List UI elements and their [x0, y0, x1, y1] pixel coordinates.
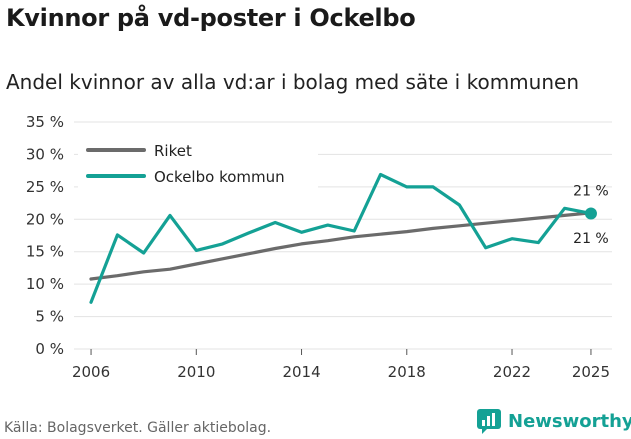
y-tick-label: 5 % [35, 308, 64, 326]
x-tick-label: 2022 [493, 363, 531, 381]
x-tick-label: 2014 [282, 363, 320, 381]
source-note: Källa: Bolagsverket. Gäller aktiebolag. [4, 420, 272, 436]
legend-label-riket: Riket [154, 142, 192, 160]
legend-label-ockelbo: Ockelbo kommun [154, 168, 285, 186]
x-tick-label: 2006 [72, 363, 110, 381]
y-tick-label: 25 % [26, 178, 64, 196]
x-axis-ticks: 2006 2010 2014 2018 2022 2025 [72, 349, 610, 381]
series-line-ockelbo [89, 172, 593, 304]
newsworthy-logo-icon [477, 409, 501, 434]
brand-logo: Newsworthy [476, 408, 631, 434]
y-tick-label: 10 % [26, 275, 64, 293]
x-tick-label: 2025 [572, 363, 610, 381]
endpoint-ockelbo [584, 207, 597, 220]
legend: Riket Ockelbo kommun [78, 134, 318, 194]
y-axis-ticks: 0 % 5 % 10 % 15 % 20 % 25 % 30 % 35 % [26, 113, 64, 358]
series-line-riket [89, 211, 593, 281]
y-tick-label: 20 % [26, 210, 64, 228]
legend-background [78, 134, 318, 194]
y-tick-label: 15 % [26, 243, 64, 261]
end-label-ockelbo: 21 % [573, 183, 609, 199]
y-tick-label: 35 % [26, 113, 64, 131]
y-tick-label: 30 % [26, 145, 64, 163]
page-subtitle: Andel kvinnor av alla vd:ar i bolag med … [6, 70, 579, 94]
brand-name: Newsworthy [508, 410, 631, 432]
end-markers: 21 % 21 % [573, 183, 609, 246]
x-tick-label: 2010 [177, 363, 215, 381]
y-tick-label: 0 % [35, 340, 64, 358]
series-lines [89, 172, 593, 304]
x-tick-label: 2018 [388, 363, 426, 381]
page-title: Kvinnor på vd-poster i Ockelbo [6, 4, 416, 32]
end-label-riket: 21 % [573, 231, 609, 247]
